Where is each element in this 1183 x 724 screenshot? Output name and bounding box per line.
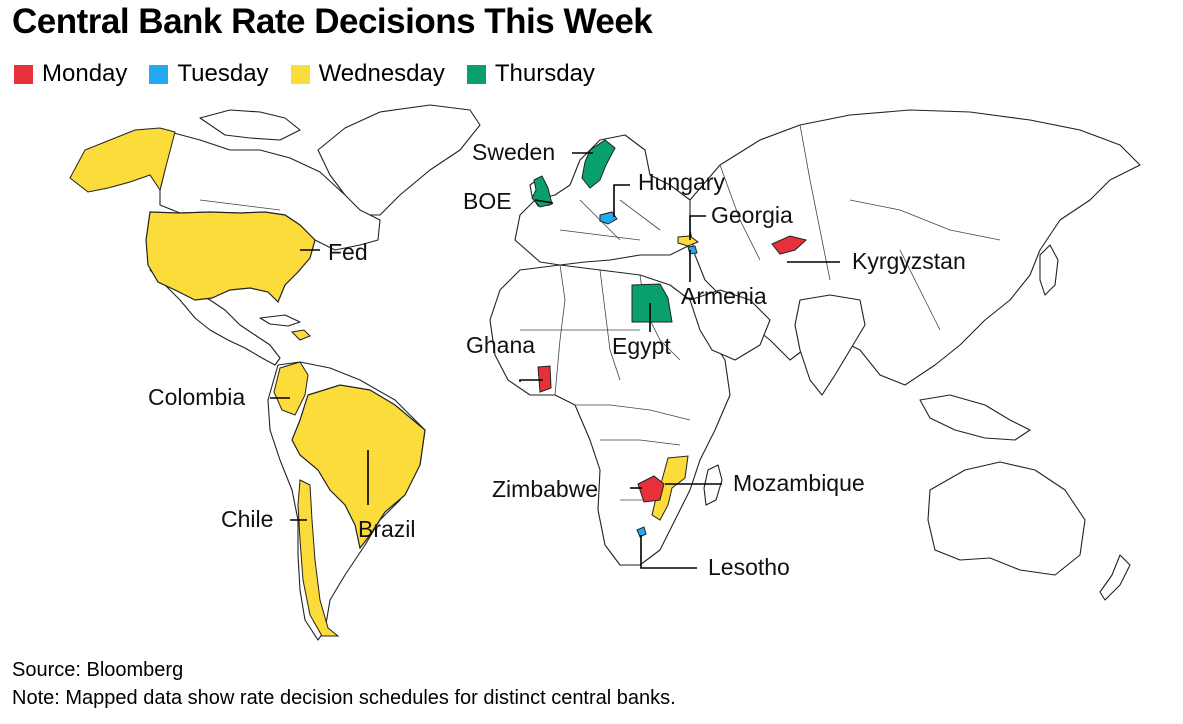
legend-swatch-tuesday	[149, 64, 169, 84]
chile-region	[297, 479, 340, 637]
label-mozambique: Mozambique	[733, 470, 865, 496]
label-zimbabwe: Zimbabwe	[492, 476, 598, 502]
india-shape	[794, 294, 866, 396]
lesotho-region	[636, 526, 647, 538]
label-fed: Fed	[328, 239, 368, 265]
ghana-region	[537, 365, 552, 393]
egypt-region	[631, 283, 673, 323]
arctic-islands-shape	[199, 109, 301, 141]
sweden-region	[581, 139, 616, 189]
usa-region	[145, 211, 316, 304]
legend-item-monday: Monday	[14, 60, 127, 88]
label-chile: Chile	[221, 506, 273, 532]
leader-lines	[270, 152, 840, 569]
legend-item-wednesday: Wednesday	[290, 60, 445, 88]
highlighted-countries	[69, 127, 808, 637]
label-kyrgyzstan: Kyrgyzstan	[852, 248, 966, 274]
colombia-region	[273, 361, 309, 416]
madagascar-shape	[703, 464, 723, 506]
legend: Monday Tuesday Wednesday Thursday	[14, 60, 617, 88]
source-text: Source: Bloomberg	[12, 659, 184, 681]
label-boe: BOE	[463, 188, 512, 214]
label-lesotho: Lesotho	[708, 554, 790, 580]
zimbabwe-region	[637, 475, 665, 503]
australia-shape	[927, 461, 1086, 576]
puerto-rico-region	[290, 329, 311, 341]
japan-shape	[1039, 244, 1059, 296]
legend-item-tuesday: Tuesday	[149, 60, 269, 88]
label-egypt: Egypt	[612, 333, 671, 359]
legend-swatch-monday	[14, 64, 33, 84]
legend-label-tuesday: Tuesday	[177, 60, 269, 87]
kyrgyzstan-region	[771, 235, 808, 255]
europe-shape	[514, 134, 701, 266]
world-map: Sweden Hungary BOE Georgia Kyrgyzstan Fe…	[69, 104, 1141, 641]
label-colombia: Colombia	[148, 384, 245, 410]
legend-item-thursday: Thursday	[466, 60, 595, 88]
se-asia-islands-shape	[919, 394, 1031, 441]
georgia-region	[677, 235, 700, 247]
alaska-region	[69, 127, 176, 193]
caribbean-shape	[259, 314, 301, 327]
legend-swatch-wednesday	[290, 64, 310, 84]
uk-region	[531, 175, 553, 208]
label-hungary: Hungary	[638, 169, 725, 195]
brazil-region	[291, 384, 426, 550]
legend-swatch-thursday	[466, 64, 486, 84]
map-labels: Sweden Hungary BOE Georgia Kyrgyzstan Fe…	[148, 139, 966, 580]
label-armenia: Armenia	[681, 283, 767, 309]
note-text: Note: Mapped data show rate decision sch…	[12, 687, 676, 709]
legend-label-wednesday: Wednesday	[318, 60, 445, 87]
legend-label-monday: Monday	[42, 60, 128, 87]
new-zealand-shape	[1099, 554, 1131, 601]
label-brazil: Brazil	[358, 516, 416, 542]
label-ghana: Ghana	[466, 332, 535, 358]
chart-title: Central Bank Rate Decisions This Week	[12, 2, 653, 41]
legend-label-thursday: Thursday	[494, 60, 595, 87]
hungary-region	[599, 211, 618, 225]
label-georgia: Georgia	[711, 202, 793, 228]
arabia-shape	[689, 289, 771, 361]
north-america-shape	[159, 131, 381, 251]
label-sweden: Sweden	[472, 139, 555, 165]
